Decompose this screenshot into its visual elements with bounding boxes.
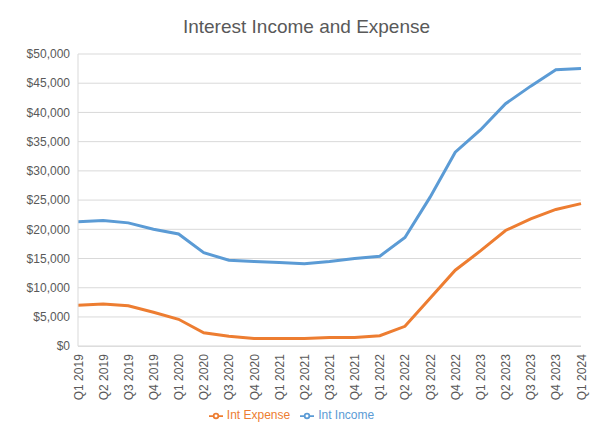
svg-text:Q1 2023: Q1 2023 — [474, 354, 488, 400]
svg-text:$25,000: $25,000 — [27, 193, 71, 207]
svg-text:Q4 2020: Q4 2020 — [248, 354, 262, 400]
svg-text:$50,000: $50,000 — [27, 47, 71, 61]
svg-text:Q1 2021: Q1 2021 — [273, 354, 287, 400]
svg-text:Q3 2022: Q3 2022 — [424, 354, 438, 400]
svg-text:$40,000: $40,000 — [27, 106, 71, 120]
svg-text:Q2 2023: Q2 2023 — [499, 354, 513, 400]
svg-text:Q3 2023: Q3 2023 — [524, 354, 538, 400]
svg-text:$0: $0 — [57, 339, 71, 353]
svg-text:$20,000: $20,000 — [27, 223, 71, 237]
html-text:Int Expense: Int Expense — [226, 408, 291, 423]
svg-text:Q4 2021: Q4 2021 — [348, 354, 362, 400]
svg-text:Q3 2021: Q3 2021 — [323, 354, 337, 400]
svg-text:Q1 2024: Q1 2024 — [575, 354, 589, 400]
html-text:Interest Income and Expense: Interest Income and Expense — [182, 16, 431, 37]
svg-text:$5,000: $5,000 — [33, 310, 70, 324]
svg-text:Q2 2019: Q2 2019 — [97, 354, 111, 400]
svg-text:$45,000: $45,000 — [27, 76, 71, 90]
svg-text:Q2 2020: Q2 2020 — [197, 354, 211, 400]
svg-text:Q3 2020: Q3 2020 — [222, 354, 236, 400]
svg-text:$15,000: $15,000 — [27, 252, 71, 266]
svg-text:Q1 2019: Q1 2019 — [72, 354, 86, 400]
svg-text:$30,000: $30,000 — [27, 164, 71, 178]
svg-text:Q4 2023: Q4 2023 — [549, 354, 563, 400]
svg-text:Q2 2021: Q2 2021 — [298, 354, 312, 400]
svg-text:Q4 2022: Q4 2022 — [449, 354, 463, 400]
svg-text:$35,000: $35,000 — [27, 135, 71, 149]
svg-text:$10,000: $10,000 — [27, 281, 71, 295]
svg-text:Q2 2022: Q2 2022 — [398, 354, 412, 400]
svg-text:Q1 2020: Q1 2020 — [172, 354, 186, 400]
html-text:Int Income: Int Income — [318, 408, 375, 423]
svg-text:Q1 2022: Q1 2022 — [373, 354, 387, 400]
svg-text:Q4 2019: Q4 2019 — [147, 354, 161, 400]
svg-text:Q3 2019: Q3 2019 — [122, 354, 136, 400]
